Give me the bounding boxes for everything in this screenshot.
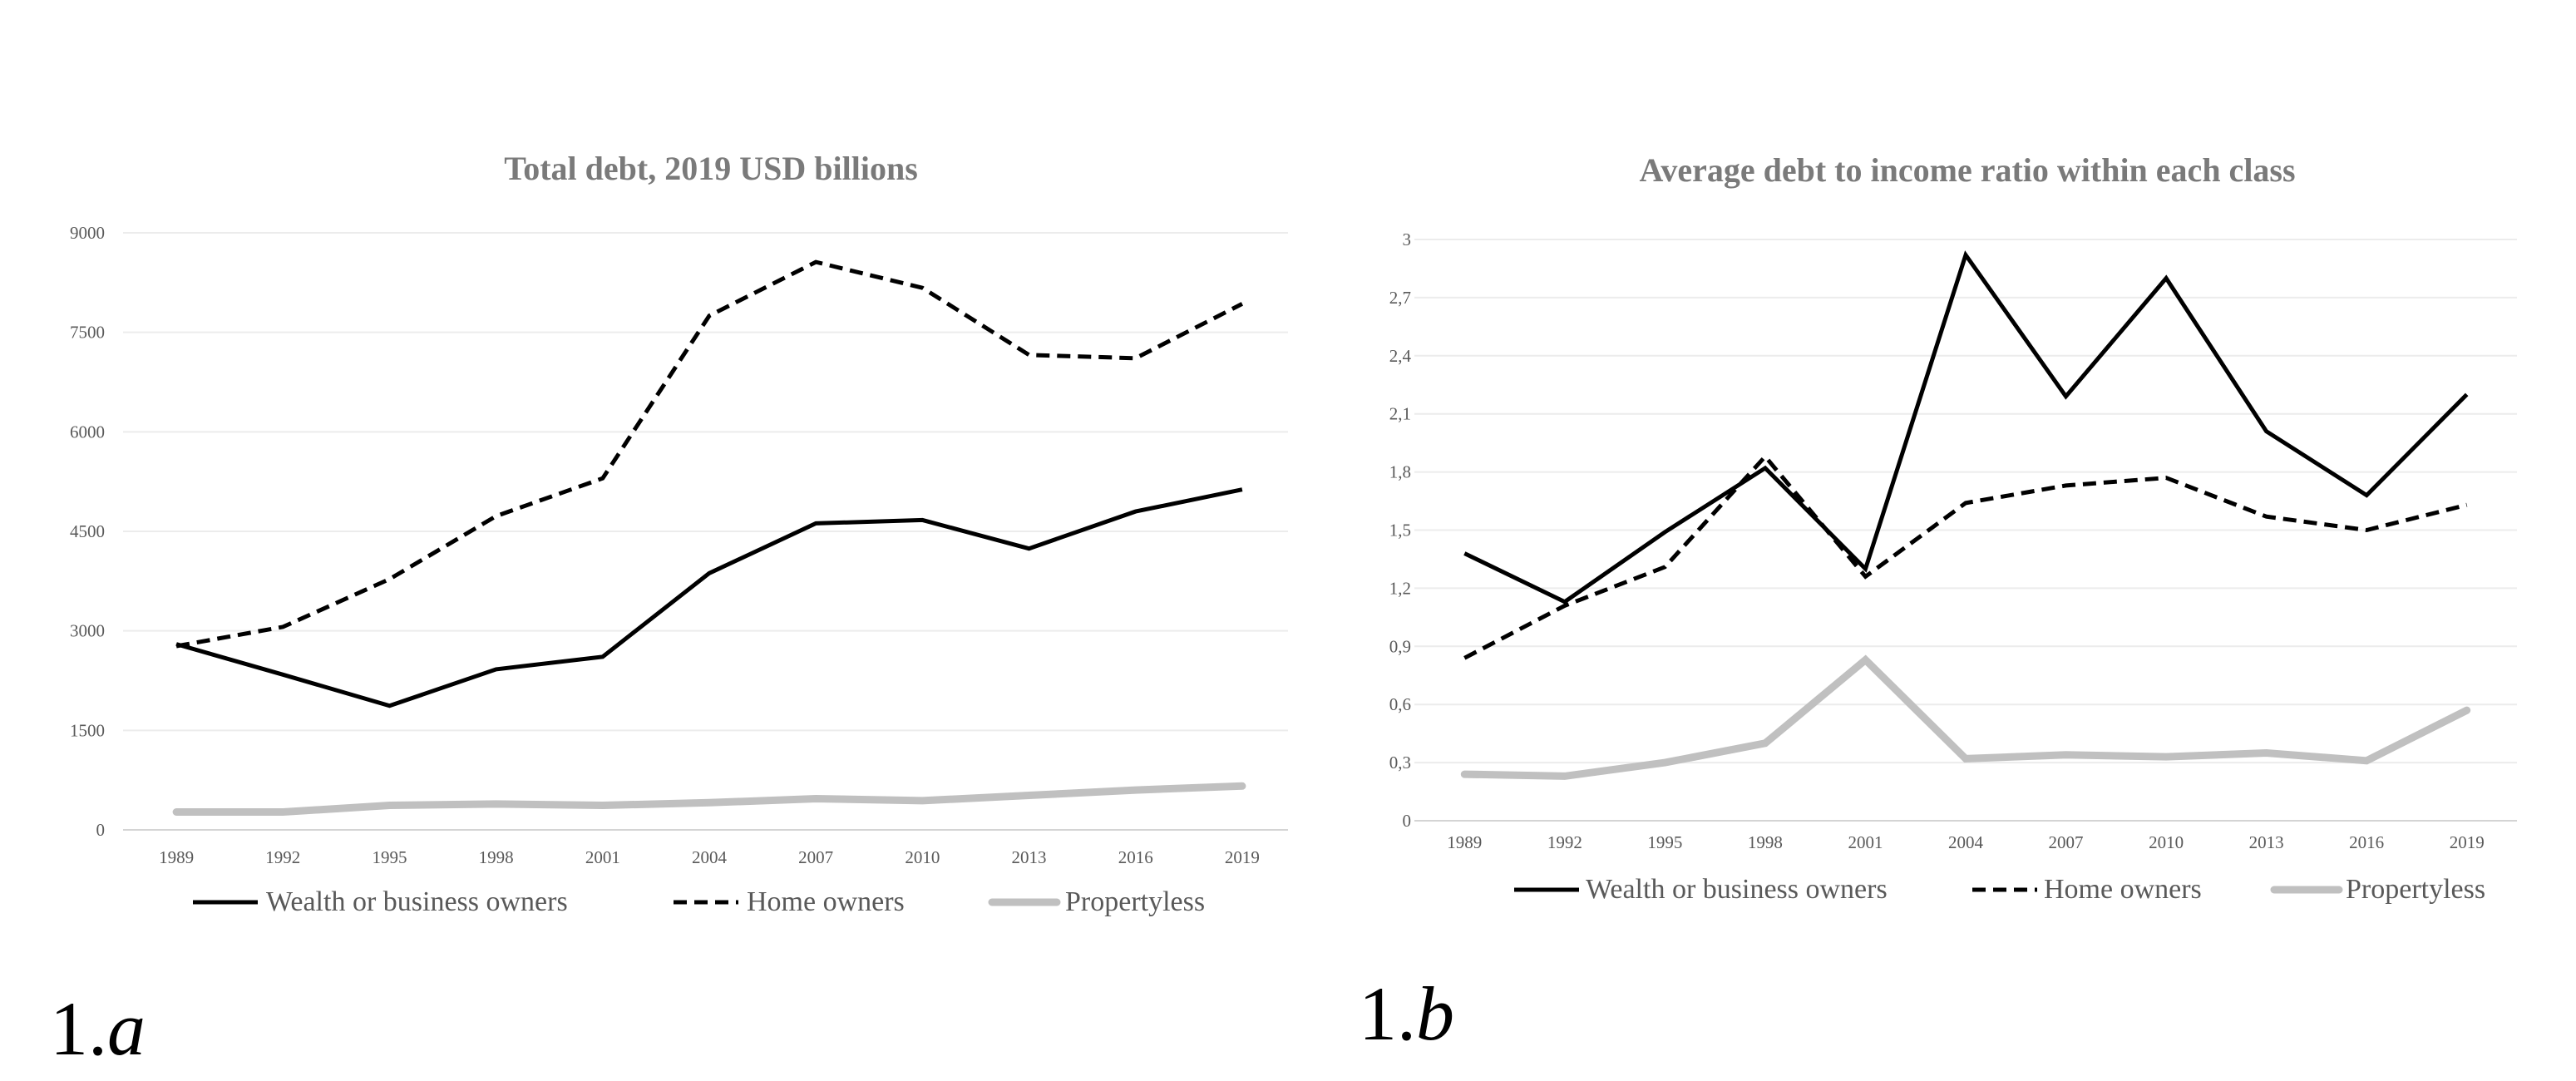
y-tick-label: 0 <box>1403 811 1412 831</box>
panel-label-letter: b <box>1416 971 1454 1056</box>
x-tick-label: 2007 <box>798 847 833 867</box>
y-tick-label: 1,2 <box>1389 578 1411 598</box>
x-tick-label: 2016 <box>2349 832 2384 852</box>
panel-label-number: 1. <box>50 986 107 1071</box>
y-tick-label: 9000 <box>70 223 105 243</box>
panel-label-letter: a <box>107 986 146 1071</box>
y-tick-label: 1,5 <box>1389 521 1411 540</box>
x-tick-label: 2001 <box>585 847 620 867</box>
x-tick-label: 2004 <box>1948 832 1984 852</box>
x-tick-label: 1998 <box>1748 832 1783 852</box>
x-tick-label: 2013 <box>1012 847 1047 867</box>
y-tick-label: 1,8 <box>1389 462 1411 482</box>
x-tick-label: 2007 <box>2049 832 2084 852</box>
x-tick-label: 1992 <box>1547 832 1582 852</box>
series-line-home-owners <box>1463 453 2468 660</box>
y-tick-label: 2,4 <box>1389 346 1412 366</box>
chart-title: Average debt to income ratio within each… <box>1639 151 2295 189</box>
chart-panel-b: Average debt to income ratio within each… <box>1288 0 2576 1081</box>
legend-label: Wealth or business owners <box>1586 874 1888 905</box>
y-tick-label: 0 <box>96 820 106 840</box>
panel-label: 1.a <box>50 986 146 1071</box>
x-tick-label: 1998 <box>479 847 514 867</box>
series-line-propertyless <box>172 782 1246 816</box>
y-tick-label: 0,9 <box>1389 636 1411 656</box>
y-tick-label: 3000 <box>70 621 105 641</box>
series-line-home-owners <box>175 259 1244 649</box>
x-tick-label: 1992 <box>265 847 300 867</box>
panel-label: 1.b <box>1359 971 1454 1056</box>
x-tick-label: 2001 <box>1848 832 1883 852</box>
series-line-wealth-or-business-owners <box>175 487 1243 708</box>
y-tick-label: 2,7 <box>1389 288 1411 308</box>
legend-label: Propertyless <box>1065 886 1205 917</box>
y-tick-label: 0,6 <box>1389 694 1411 714</box>
y-tick-label: 7500 <box>70 323 105 343</box>
x-tick-label: 2010 <box>2149 832 2184 852</box>
panel-label-number: 1. <box>1359 971 1416 1056</box>
total-debt-chart: Total debt, 2019 USD billions 0 1500 3000 45… <box>50 150 1288 1071</box>
y-tick-label: 6000 <box>70 422 105 442</box>
series-line-wealth-or-business-owners <box>1463 250 2469 605</box>
debt-income-ratio-chart: Average debt to income ratio within each… <box>1359 151 2517 1056</box>
x-tick-label: 2010 <box>905 847 940 867</box>
chart-panel-a: Total debt, 2019 USD billions 0 1500 3000 45… <box>50 150 1288 1071</box>
y-tick-label: 1500 <box>70 720 105 740</box>
x-tick-label: 1995 <box>372 847 407 867</box>
x-tick-label: 2004 <box>692 847 728 867</box>
y-tick-label: 2,1 <box>1389 404 1411 424</box>
x-tick-label: 1989 <box>159 847 194 867</box>
x-tick-label: 2019 <box>2450 832 2485 852</box>
legend-label: Home owners <box>2044 874 2202 905</box>
series-line-propertyless <box>1460 654 2471 780</box>
y-tick-label: 0,3 <box>1389 753 1411 772</box>
legend-label: Home owners <box>747 886 905 917</box>
x-tick-label: 1989 <box>1447 832 1482 852</box>
x-tick-label: 2019 <box>1225 847 1260 867</box>
chart-title: Total debt, 2019 USD billions <box>504 150 918 187</box>
x-tick-label: 1995 <box>1647 832 1682 852</box>
y-tick-label: 4500 <box>70 521 105 541</box>
x-tick-label: 2013 <box>2249 832 2284 852</box>
legend-label: Propertyless <box>2346 874 2485 905</box>
legend-label: Wealth or business owners <box>266 886 568 917</box>
y-tick-label: 3 <box>1403 230 1412 249</box>
x-tick-label: 2016 <box>1118 847 1153 867</box>
